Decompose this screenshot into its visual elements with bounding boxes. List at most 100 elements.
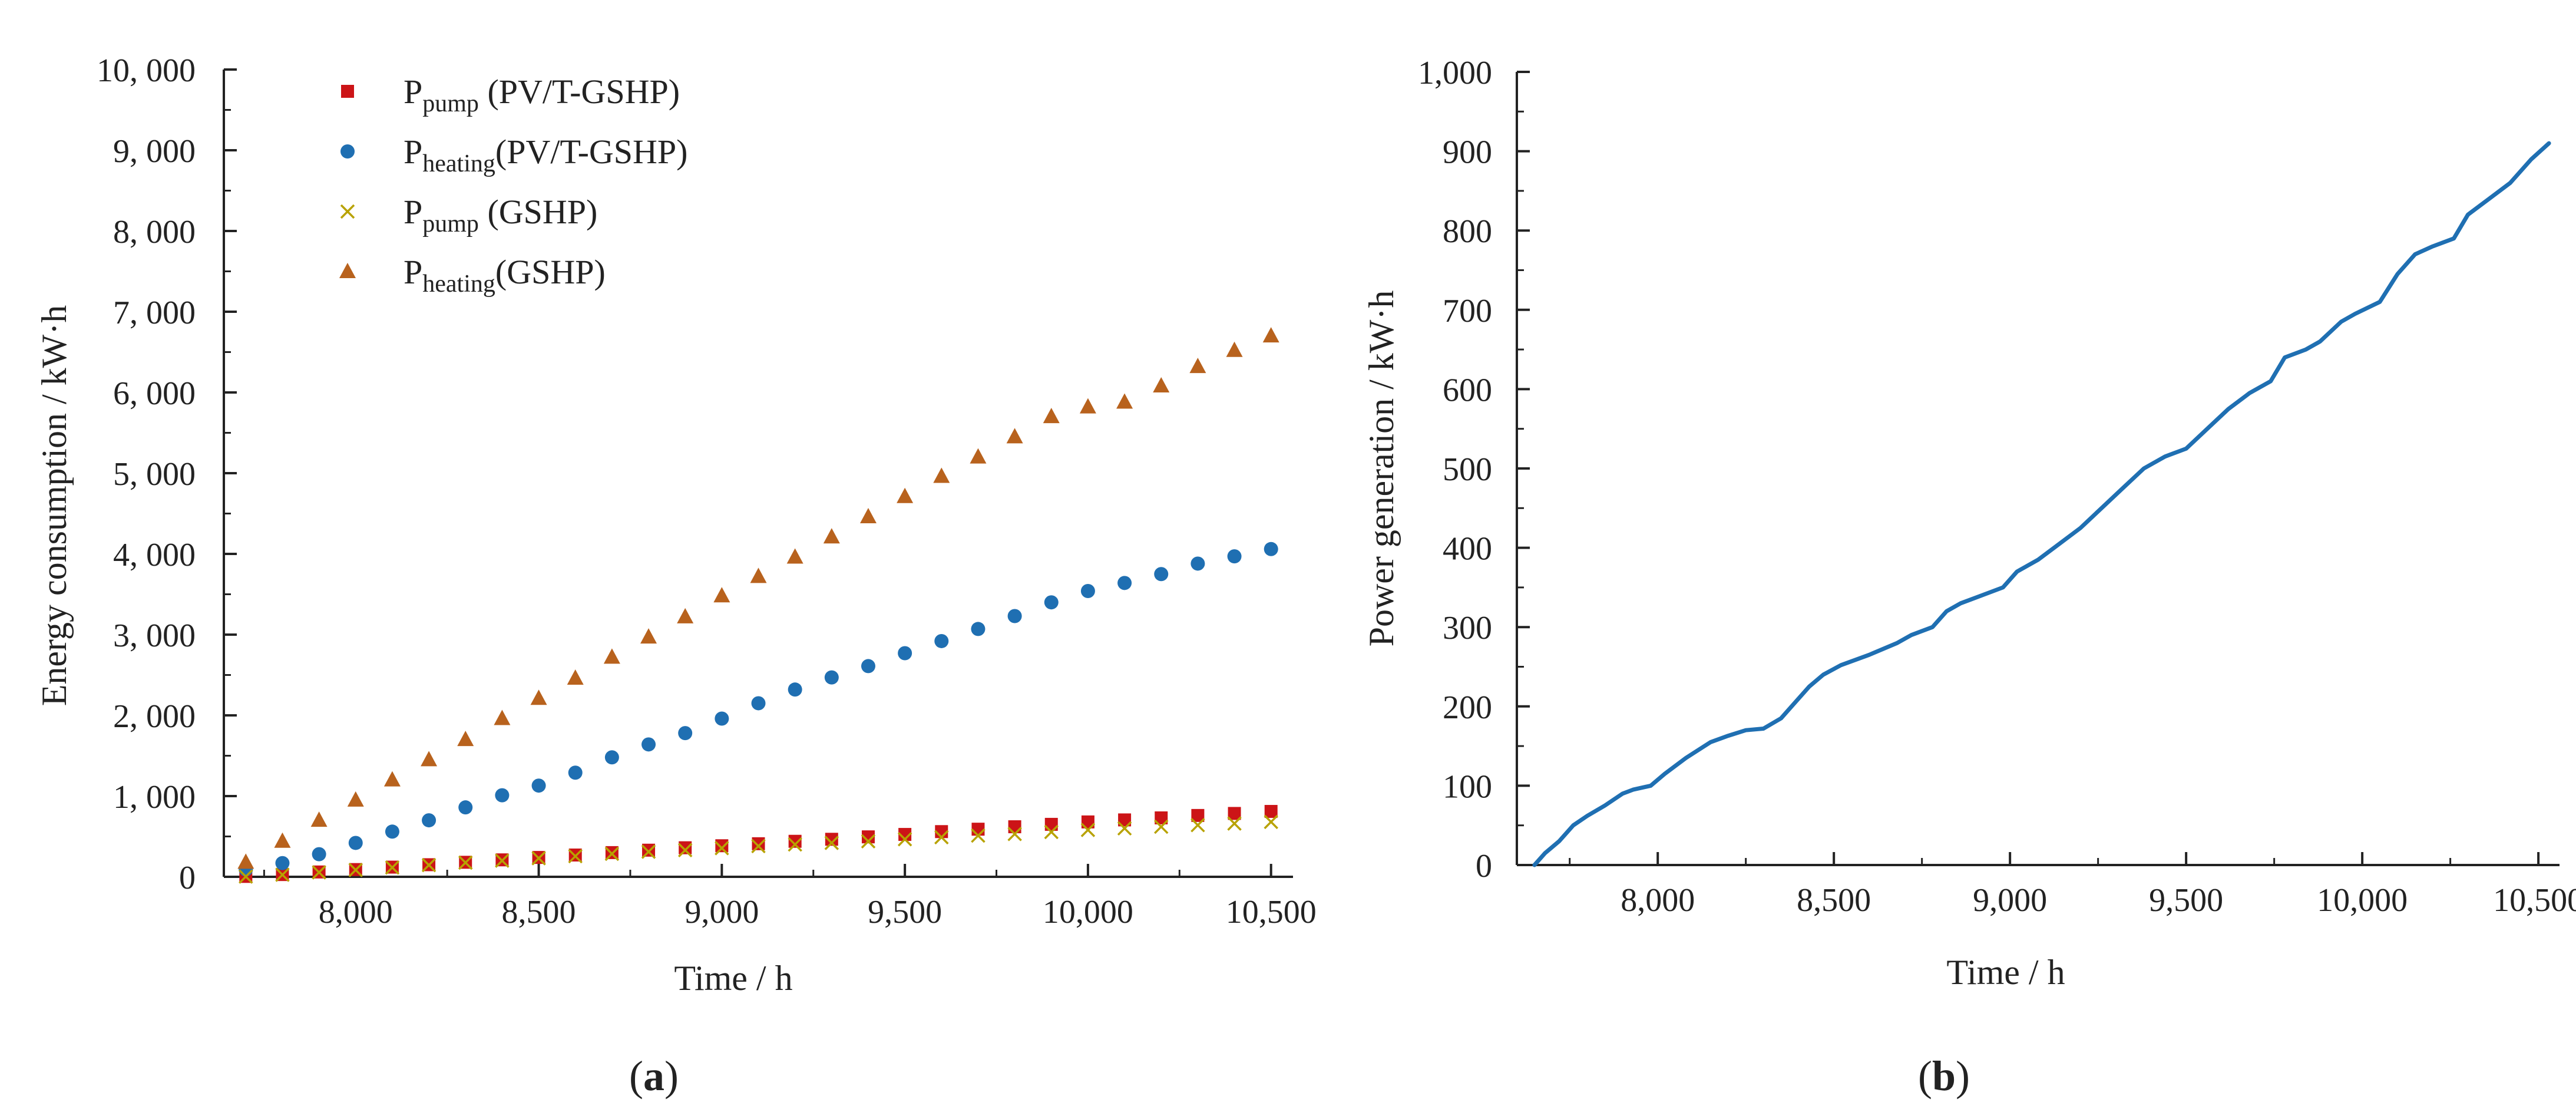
chart-a-point-stroke — [531, 851, 546, 866]
chart-a-point — [715, 711, 729, 726]
chart-b-x-tick-label: 10,500 — [2493, 882, 2576, 919]
chart-b-x-tick-label: 10,000 — [2317, 882, 2408, 919]
chart-a-point-stroke — [239, 869, 253, 884]
chart-a-point-stroke — [641, 844, 656, 859]
chart-a-point — [1117, 821, 1132, 836]
chart-a-point — [495, 788, 510, 803]
chart-a-x-tick-label: 10,500 — [1226, 894, 1317, 930]
chart-a-point — [788, 837, 802, 852]
chart-b-x-tick-label: 9,000 — [1973, 882, 2047, 919]
chart-a-point — [1226, 341, 1243, 357]
chart-a-point — [603, 648, 620, 664]
chart-a-y-tick-label: 3, 000 — [113, 618, 196, 654]
chart-a-y-tick-label: 7, 000 — [113, 295, 196, 331]
chart-b-y-tick-label: 100 — [1443, 768, 1492, 805]
chart-a-legend-marker — [340, 204, 355, 219]
chart-a-x-tick-label: 9,000 — [684, 894, 759, 930]
chart-a-point — [1264, 814, 1278, 830]
chart-a-point — [1227, 816, 1242, 831]
chart-a-point — [750, 567, 767, 583]
chart-a-point-stroke — [312, 865, 326, 880]
chart-a-point — [679, 841, 692, 854]
chart-a-point — [1043, 408, 1060, 424]
chart-a-point — [1191, 818, 1205, 833]
chart-a-point — [1262, 327, 1279, 343]
chart-a: 0 1, 000 2, 000 3, 000 4, 000 5, 000 6, 000 7, … — [35, 52, 1317, 1100]
chart-b-y-tick-label: 0 — [1476, 848, 1492, 884]
chart-a-point-stroke — [715, 841, 729, 856]
chart-b-x-tick-label: 9,500 — [2149, 882, 2223, 919]
chart-a-x-tick-label: 9,500 — [868, 894, 942, 930]
chart-a-point — [1189, 358, 1206, 374]
chart-a-y-tick-label: 4, 000 — [113, 537, 196, 573]
chart-a-point-stroke — [1007, 827, 1022, 841]
chart-a-point — [752, 837, 765, 850]
chart-a-legend-marker — [339, 263, 356, 278]
chart-a-point — [825, 833, 838, 846]
chart-a-legend-label: Ppump (GSHP) — [404, 193, 597, 237]
chart-b-y-tick-label: 400 — [1443, 531, 1492, 567]
chart-b-y-tick-label: 700 — [1443, 293, 1492, 329]
chart-a-y-tick-label: 1, 000 — [113, 779, 196, 816]
chart-a-point — [642, 843, 656, 857]
chart-a-point-stroke — [897, 832, 912, 847]
chart-a-point — [678, 726, 693, 741]
chart-a-point — [788, 834, 802, 848]
chart-a-point — [1264, 805, 1278, 818]
chart-a-point — [677, 843, 693, 858]
chart-a-y-axis-label: Energy consumption / kW·h — [35, 305, 74, 706]
chart-b-y-tick-label: 1,000 — [1418, 55, 1492, 91]
chart-a-point — [274, 832, 291, 848]
chart-a-point — [1118, 813, 1132, 827]
chart-a-y-tick-label: 6, 000 — [113, 375, 196, 412]
chart-a-point — [1153, 377, 1170, 393]
chart-a-point — [568, 849, 583, 864]
chart-a-point — [751, 839, 766, 854]
chart-a-point — [348, 863, 363, 877]
chart-a-point — [1228, 807, 1241, 820]
chart-a-point — [457, 731, 474, 747]
chart-a-point-stroke — [788, 837, 802, 852]
chart-a-y-tick-label: 2, 000 — [113, 698, 196, 735]
chart-a-point — [495, 853, 510, 868]
chart-a-point-stroke — [1080, 823, 1096, 837]
chart-a-point — [1007, 827, 1022, 841]
chart-a-point — [824, 670, 839, 685]
chart-a-point — [1155, 811, 1168, 824]
chart-a-point-stroke — [1264, 814, 1278, 830]
chart-a-point — [458, 855, 473, 870]
chart-a-point-stroke — [824, 836, 839, 850]
chart-a-point — [715, 839, 729, 853]
chart-a-point — [310, 811, 328, 827]
chart-a-point — [494, 709, 511, 725]
chart-a-point — [934, 633, 949, 648]
chart-b-x-tick-label: 8,500 — [1797, 882, 1871, 919]
chart-a-point — [859, 507, 877, 523]
chart-a-point — [1044, 824, 1059, 840]
chart-a-y-tick-label: 9, 000 — [113, 133, 196, 170]
chart-b-y-tick-label: 500 — [1443, 451, 1492, 488]
chart-a-point — [751, 696, 766, 711]
chart-a-legend-marker — [340, 144, 355, 159]
chart-a-point — [1191, 556, 1205, 571]
chart-a-legend-label: Pheating(PV/T-GSHP) — [404, 133, 687, 177]
chart-a-point — [568, 765, 583, 780]
chart-a-point — [275, 867, 290, 882]
chart-a-point-stroke — [421, 857, 437, 873]
chart-b-x-tick-label: 8,000 — [1621, 882, 1695, 919]
chart-a-point-stroke — [275, 867, 290, 882]
chart-a-legend-label: Pheating(GSHP) — [404, 253, 606, 298]
chart-a-point — [385, 824, 399, 839]
chart-a-point-stroke — [934, 830, 949, 845]
chart-a-point-stroke — [861, 834, 876, 849]
chart-b-y-tick-label: 900 — [1443, 134, 1492, 171]
chart-a-point-stroke — [1153, 819, 1169, 834]
chart-a-point — [713, 587, 730, 603]
chart-a-point — [971, 823, 985, 836]
chart-a-point — [458, 800, 473, 815]
chart-a-point-stroke — [1227, 816, 1242, 831]
chart-a-point-stroke — [495, 853, 510, 868]
chart-a-point — [312, 847, 326, 861]
chart-a-x-tick-label: 8,000 — [319, 894, 393, 930]
chart-a-point — [640, 628, 657, 644]
